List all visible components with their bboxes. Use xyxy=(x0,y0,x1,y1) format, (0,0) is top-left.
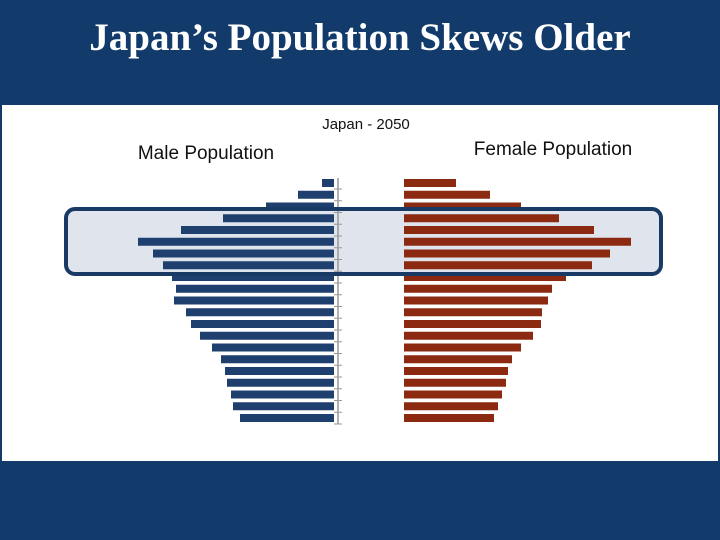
female-bar xyxy=(404,343,521,352)
chart-panel xyxy=(2,105,718,461)
legend-female: Female Population xyxy=(474,139,632,160)
male-bar xyxy=(221,355,334,364)
slide-title: Japan’s Population Skews Older xyxy=(89,16,630,59)
female-bar xyxy=(404,378,506,387)
male-bar xyxy=(233,402,334,411)
male-bar xyxy=(191,320,334,328)
male-bar xyxy=(240,414,334,422)
female-bar xyxy=(404,214,559,223)
chart-title: Japan - 2050 xyxy=(322,116,410,133)
male-bar xyxy=(298,190,334,199)
female-bar xyxy=(404,179,456,187)
highlight-box xyxy=(66,209,661,274)
male-bar xyxy=(174,296,334,305)
female-bar xyxy=(404,226,594,234)
female-bar xyxy=(404,261,592,270)
male-bar xyxy=(153,249,334,258)
female-bar xyxy=(404,355,512,364)
female-bar xyxy=(404,402,498,411)
male-bar xyxy=(181,226,334,234)
female-bar xyxy=(404,367,508,375)
female-bar xyxy=(404,320,541,328)
female-bar xyxy=(404,190,490,199)
female-bar xyxy=(404,390,502,399)
male-bar xyxy=(172,273,334,281)
female-bar xyxy=(404,202,521,211)
female-bar xyxy=(404,273,566,281)
male-bar xyxy=(266,202,334,211)
male-bar xyxy=(176,284,334,293)
female-bar xyxy=(404,331,533,340)
male-bar xyxy=(227,378,334,387)
female-bar xyxy=(404,284,552,293)
male-bar xyxy=(225,367,334,375)
male-bar xyxy=(138,237,334,246)
legend-male: Male Population xyxy=(138,143,274,164)
male-bar xyxy=(223,214,334,223)
female-bar xyxy=(404,308,542,317)
female-bar xyxy=(404,249,610,258)
male-bar xyxy=(231,390,334,399)
bars xyxy=(138,179,631,425)
female-bar xyxy=(404,296,548,305)
male-bar xyxy=(163,261,334,270)
male-bar xyxy=(322,179,334,187)
female-bar xyxy=(404,237,631,246)
female-bar xyxy=(404,414,494,422)
male-bar xyxy=(186,308,334,317)
male-bar xyxy=(200,331,334,340)
male-bar xyxy=(212,343,334,352)
highlight-border xyxy=(64,207,663,276)
